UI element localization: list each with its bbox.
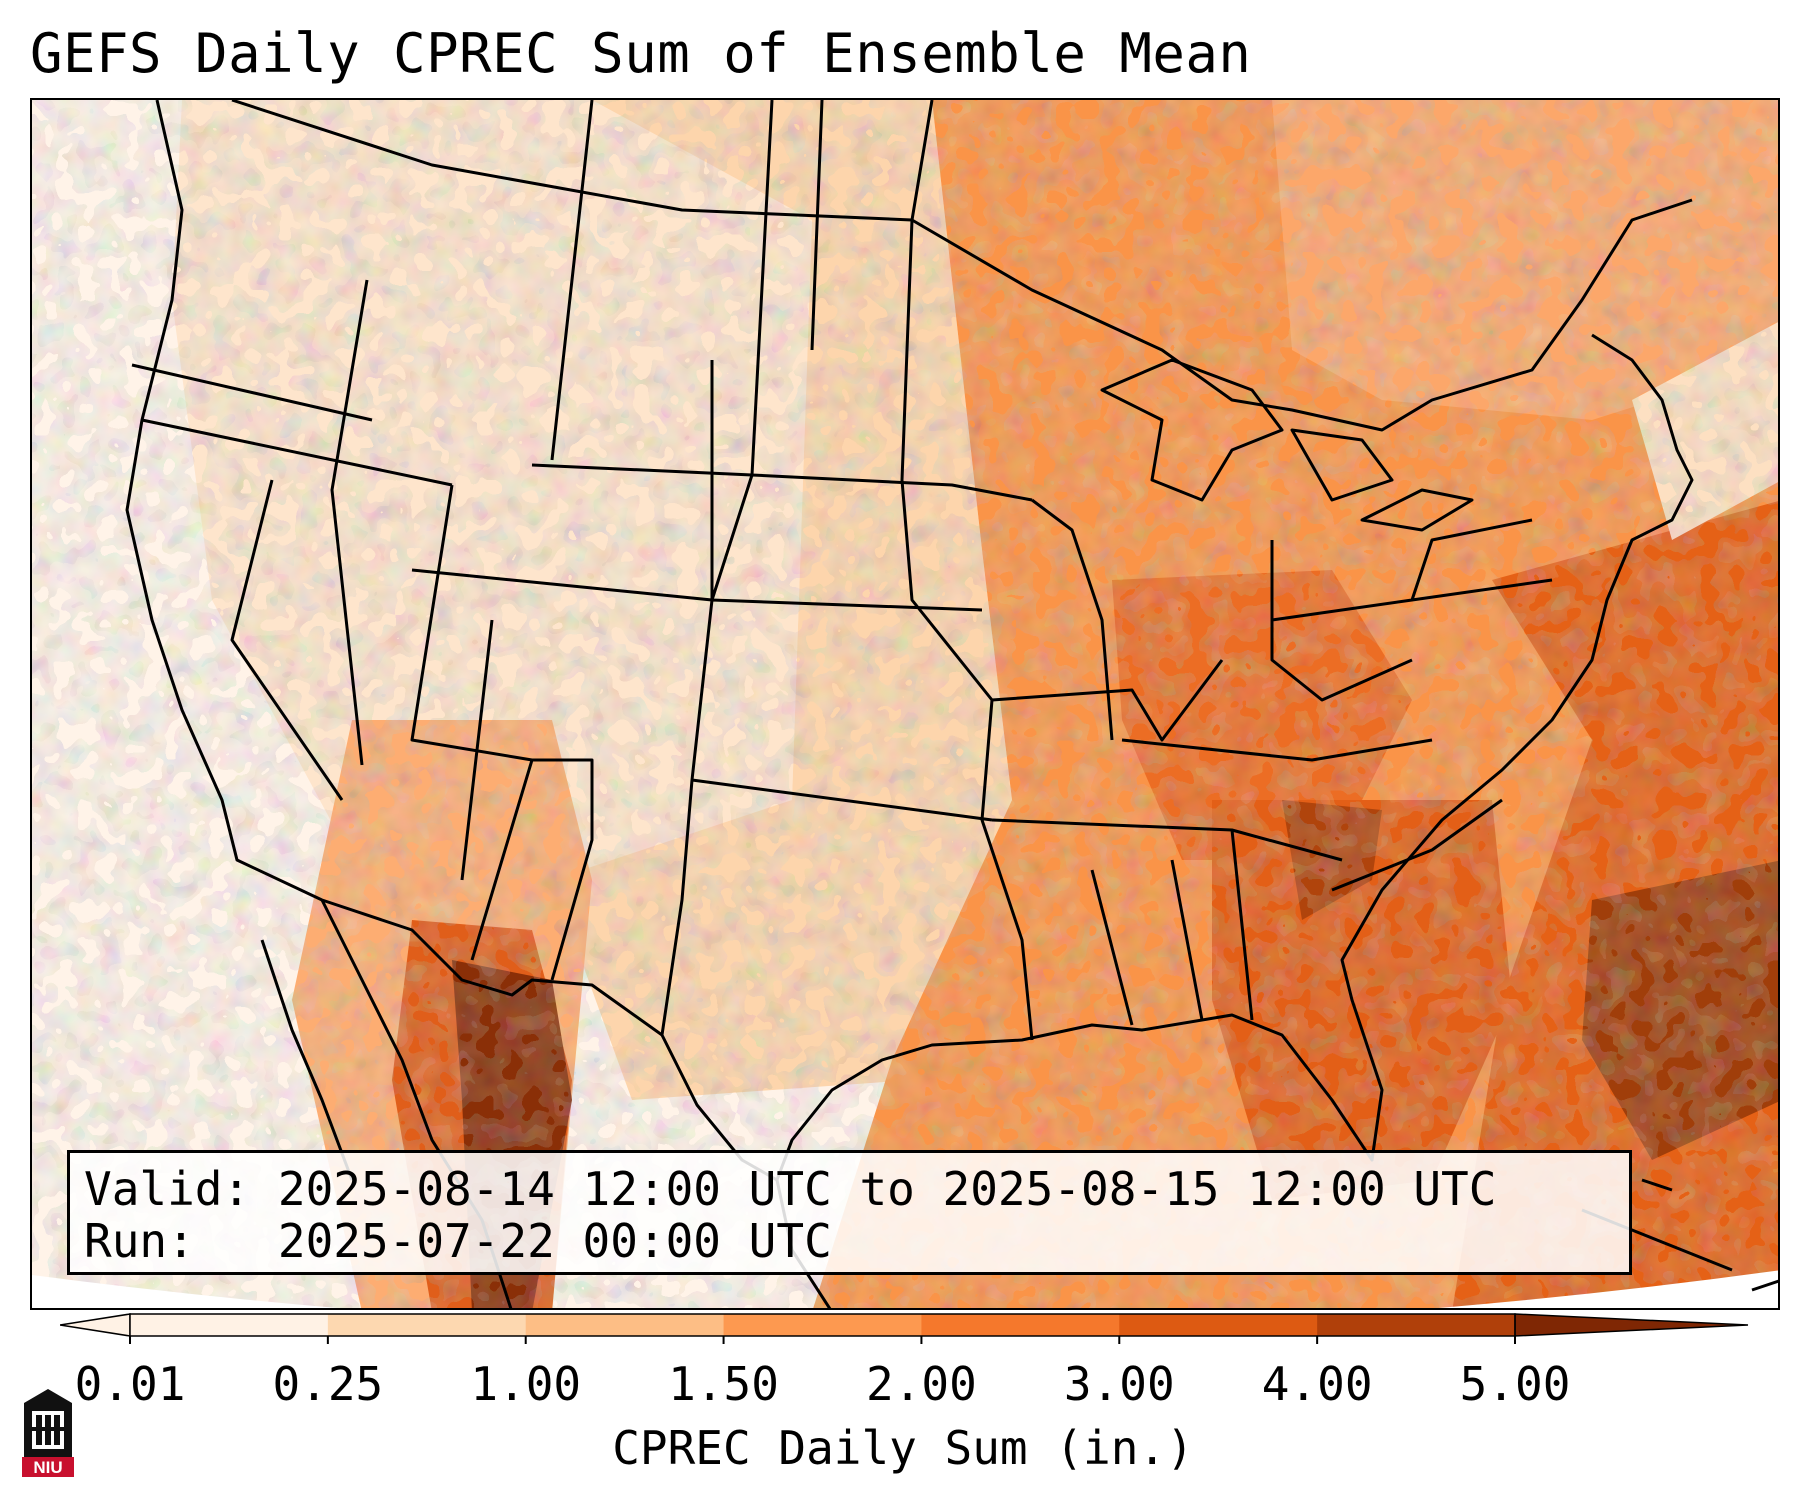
niu-logo-text: NIU [33,1458,62,1477]
colorbar-tick-label: 3.00 [1063,1357,1175,1411]
run-label: Run: [84,1214,195,1268]
colorbar-tick-label: 4.00 [1261,1357,1373,1411]
colorbar-tick-label: 0.25 [272,1357,384,1411]
valid-line: Valid: 2025-08-14 12:00 UTC to 2025-08-1… [84,1163,1615,1215]
precip-map [32,100,1778,1308]
info-box: Valid: 2025-08-14 12:00 UTC to 2025-08-1… [67,1150,1632,1275]
colorbar-tick-label: 5.00 [1459,1357,1571,1411]
colorbar-segment [1119,1314,1318,1336]
colorbar-segment [130,1314,329,1336]
state-lines-west [131,279,753,981]
valid-value: 2025-08-14 12:00 UTC to 2025-08-15 12:00… [277,1162,1497,1216]
colorbar-extend-low [60,1313,131,1337]
us-border-outline [125,100,1694,1182]
run-value: 2025-07-22 00:00 UTC [277,1214,832,1268]
map-panel [30,98,1780,1310]
niu-logo: NIU [22,1389,74,1477]
great-lakes-coast [1100,358,1474,532]
outer-domain-edge [32,1270,1778,1308]
colorbar-segment [327,1314,527,1336]
colorbar-tick-label: 2.00 [866,1357,977,1411]
colorbar-segment [525,1314,725,1336]
colorbar-segment [723,1314,922,1336]
page-title: GEFS Daily CPREC Sum of Ensemble Mean [30,22,1252,85]
colorbar-extend-high [1514,1313,1749,1337]
run-line: Run: 2025-07-22 00:00 UTC [84,1215,1615,1267]
state-lines-east [991,498,1553,1026]
colorbar-border [129,1313,1516,1337]
colorbar-label: CPREC Daily Sum (in.) [612,1421,1194,1475]
colorbar-tick-label: 1.00 [470,1357,582,1411]
valid-label: Valid: [84,1162,251,1216]
precip-field [32,100,1778,1308]
colorbar-tick-label: 1.50 [668,1357,779,1411]
colorbar-tick-label: 0.01 [74,1357,186,1411]
colorbar [60,1313,1749,1344]
colorbar-segment [1317,1314,1516,1336]
colorbar-segment [921,1314,1120,1336]
